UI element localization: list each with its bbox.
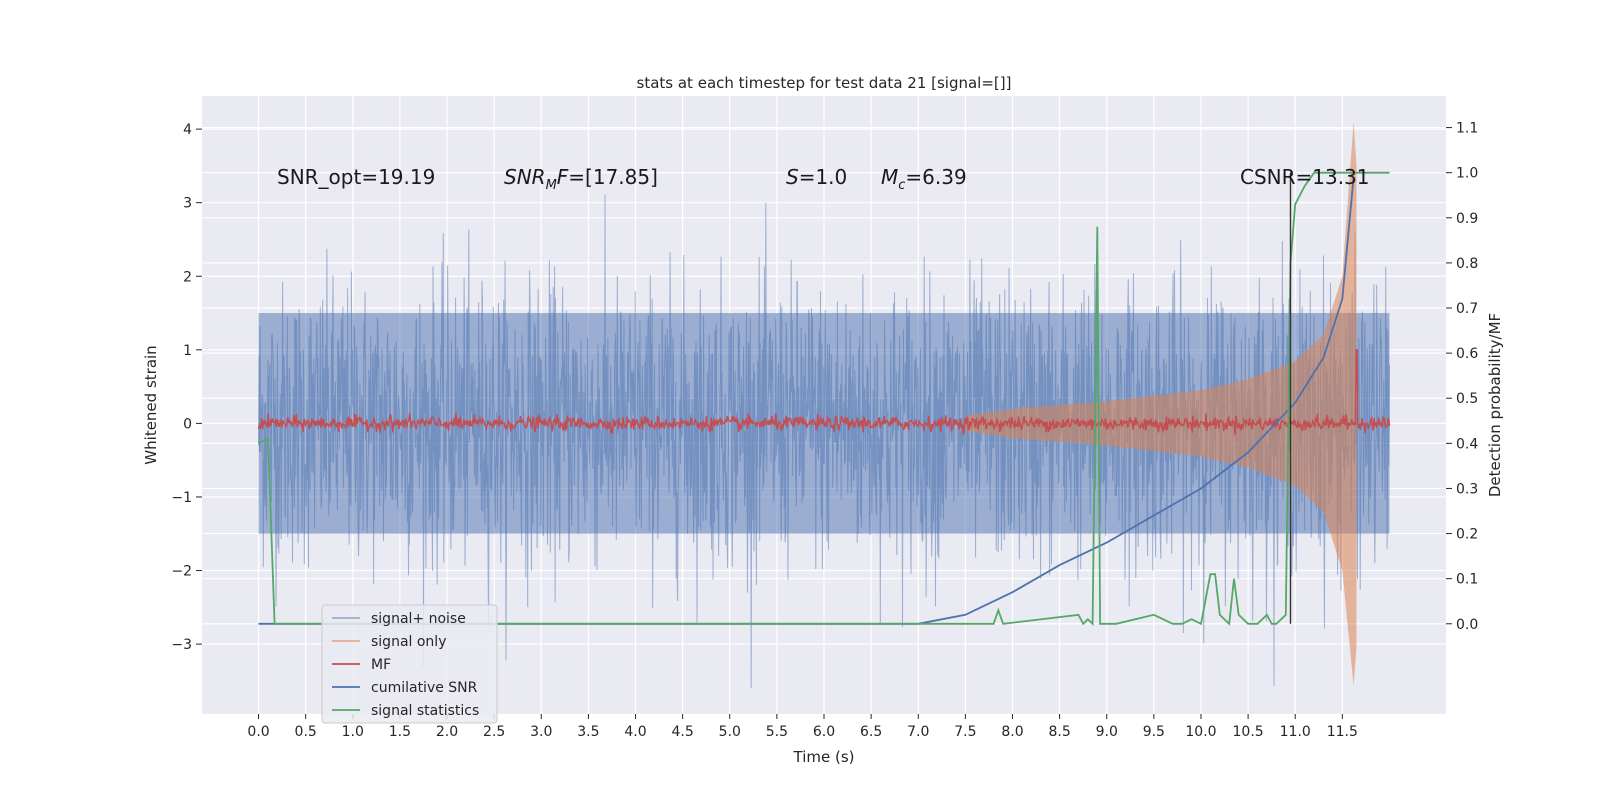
- x-tick-label: 10.5: [1233, 724, 1264, 740]
- legend: signal+ noise signal only MF cumilative …: [321, 604, 498, 724]
- cumulative-snr-line: [258, 177, 1355, 625]
- x-tick-label: 2.0: [436, 724, 458, 740]
- x-axis-label: Time (s): [793, 748, 855, 766]
- x-tick-label: 6.0: [813, 724, 835, 740]
- legend-label-signal-only: signal only: [371, 634, 446, 650]
- y2-tick-label: 0.9: [1456, 211, 1478, 227]
- series-signal-statistics: [258, 171, 1390, 626]
- x-tick-label: 8.5: [1048, 724, 1070, 740]
- x-tick-label: 5.0: [719, 724, 741, 740]
- annotation-csnr: CSNR=13.31: [1240, 165, 1370, 189]
- x-tick-label: 3.5: [577, 724, 599, 740]
- annotation-snr-mf: SNRMF=[17.85]: [504, 165, 658, 193]
- x-tick-label: 11.0: [1280, 724, 1311, 740]
- axes: 0.0 0.5 1.0 1.5 2.0 2.5 3.0 3.5 4.0 4.5 5.0 5.5 6.0 6…: [171, 121, 1478, 740]
- y-tick-label: 4: [183, 122, 192, 138]
- y2-tick-label: 0.1: [1456, 572, 1478, 588]
- y-axis-label: Whitened strain: [142, 345, 160, 464]
- annotation-snr-opt: SNR_opt=19.19: [277, 165, 435, 189]
- x-tick-label: 9.0: [1096, 724, 1118, 740]
- y-tick-label: −3: [171, 637, 192, 653]
- y2-tick-label: 0.3: [1456, 481, 1478, 497]
- y2-tick-label: 0.7: [1456, 301, 1478, 317]
- x-tick-label: 0.5: [295, 724, 317, 740]
- x-tick-label: 1.5: [389, 724, 411, 740]
- annotations: SNR_opt=19.19 SNRMF=[17.85] S=1.0 Mc=6.3…: [277, 165, 1370, 193]
- x-tick-label: 11.5: [1327, 724, 1358, 740]
- y-tick-label: −2: [171, 564, 192, 580]
- x-tick-label: 3.0: [530, 724, 552, 740]
- y2-tick-label: 0.4: [1456, 436, 1478, 452]
- annotation-mc: Mc=6.39: [881, 165, 967, 193]
- x-tick-label: 9.5: [1143, 724, 1165, 740]
- y2-tick-label: 1.0: [1456, 166, 1478, 182]
- mf-line: [257, 349, 1391, 436]
- legend-label-mf: MF: [371, 657, 391, 673]
- x-tick-label: 5.5: [766, 724, 788, 740]
- legend-label-signal-statistics: signal statistics: [371, 703, 479, 719]
- legend-label-cumulative-snr: cumilative SNR: [371, 680, 478, 696]
- signal-only-area: [965, 121, 1357, 686]
- x-tick-label: 7.0: [907, 724, 929, 740]
- x-tick-label: 8.0: [1001, 724, 1023, 740]
- x-tick-label: 7.5: [954, 724, 976, 740]
- y-tick-label: 0: [183, 416, 192, 432]
- x-tick-label: 1.0: [342, 724, 364, 740]
- x-tick-label: 6.5: [860, 724, 882, 740]
- y-tick-label: 2: [183, 269, 192, 285]
- annotation-s: S=1.0: [786, 165, 847, 189]
- legend-label-signal-noise: signal+ noise: [371, 611, 466, 627]
- series-signal-only: [965, 121, 1357, 686]
- y2-tick-label: 0.8: [1456, 256, 1478, 272]
- x-tick-label: 0.0: [247, 724, 269, 740]
- y-tick-label: 1: [183, 343, 192, 359]
- y-tick-label: 3: [183, 196, 192, 212]
- y-tick-label: −1: [171, 490, 192, 506]
- legend-box: [321, 604, 498, 724]
- series-cumulative-snr: [258, 177, 1355, 625]
- chart-title: stats at each timestep for test data 21 …: [637, 74, 1012, 92]
- y2-axis-label: Detection probability/MF: [1486, 313, 1504, 497]
- y2-tick-label: 0.0: [1456, 617, 1478, 633]
- signal-statistics-line: [258, 171, 1390, 626]
- x-tick-label: 10.0: [1185, 724, 1216, 740]
- x-tick-label: 4.5: [672, 724, 694, 740]
- y2-tick-label: 0.6: [1456, 346, 1478, 362]
- y2-tick-label: 0.5: [1456, 391, 1478, 407]
- y2-tick-label: 1.1: [1456, 121, 1478, 137]
- series-mf: [257, 349, 1391, 436]
- x-tick-label: 2.5: [483, 724, 505, 740]
- y2-tick-label: 0.2: [1456, 527, 1478, 543]
- x-tick-label: 4.0: [624, 724, 646, 740]
